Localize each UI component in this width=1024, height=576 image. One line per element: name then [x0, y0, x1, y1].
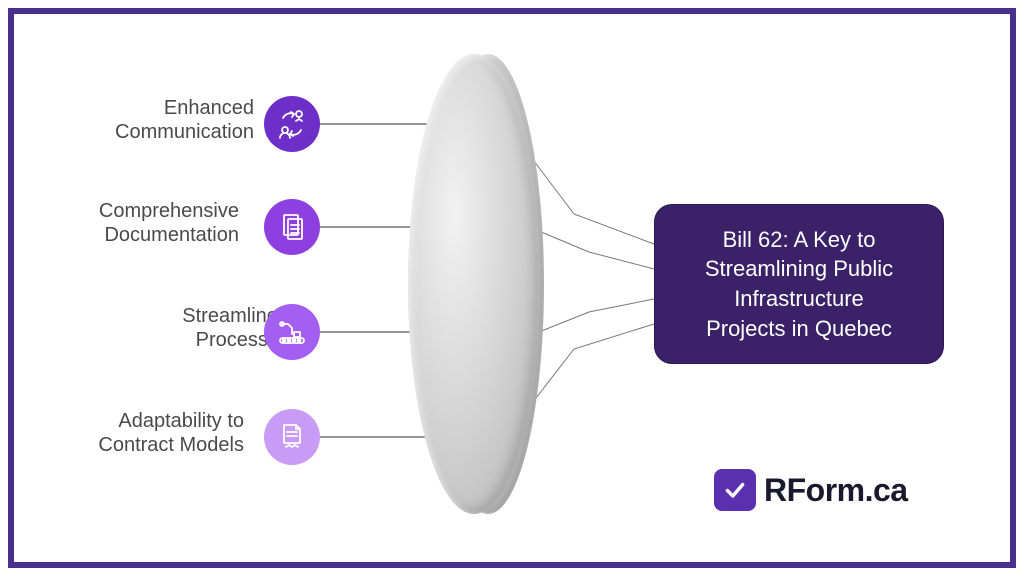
feature-label: Adaptability toContract Models: [59, 409, 244, 457]
check-icon: [714, 469, 756, 511]
brand-logo: RForm.ca: [714, 469, 908, 511]
feature-label: StreamlinedProcesses: [104, 304, 289, 352]
people-exchange-icon: [264, 96, 320, 152]
brand-text: RForm.ca: [764, 472, 908, 509]
conveyor-icon: [264, 304, 320, 360]
outer-frame: EnhancedCommunication ComprehensiveDocume…: [8, 8, 1016, 568]
callout-text: Bill 62: A Key toStreamlining PublicInfr…: [705, 225, 893, 344]
feature-label: EnhancedCommunication: [69, 96, 254, 144]
callout-box: Bill 62: A Key toStreamlining PublicInfr…: [654, 204, 944, 364]
feature-label: ComprehensiveDocumentation: [54, 199, 239, 247]
contract-icon: [264, 409, 320, 465]
lens-disc-front: [408, 54, 540, 514]
canvas: EnhancedCommunication ComprehensiveDocume…: [14, 14, 1010, 562]
document-icon: [264, 199, 320, 255]
